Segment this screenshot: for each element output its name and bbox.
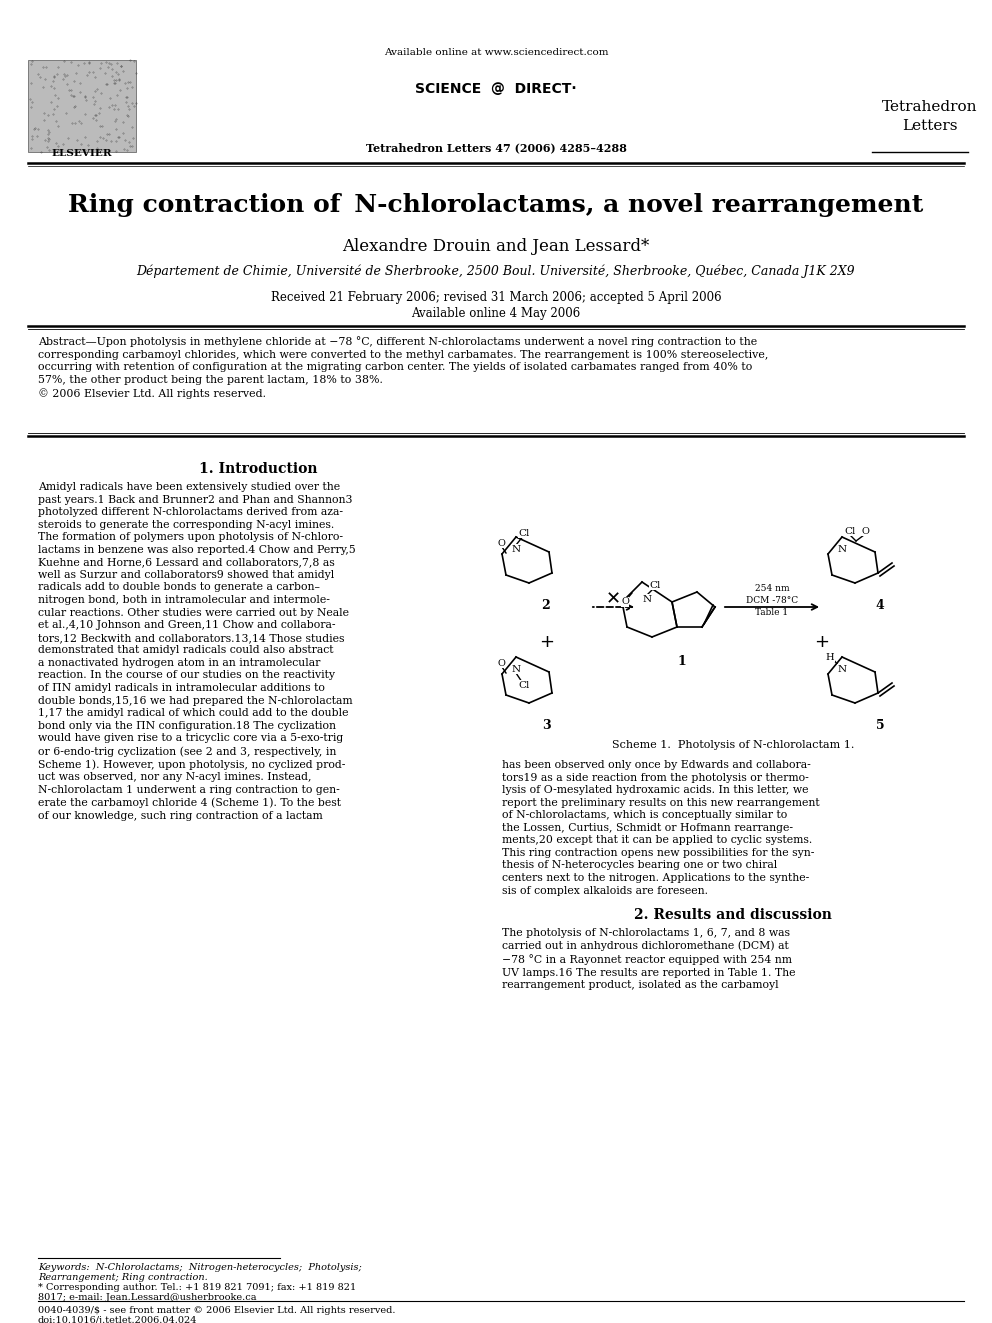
Text: N: N: [512, 664, 521, 673]
Text: DCM -78°C: DCM -78°C: [746, 595, 798, 605]
Text: +: +: [814, 632, 829, 651]
Text: 4: 4: [876, 599, 885, 613]
Text: Available online 4 May 2006: Available online 4 May 2006: [412, 307, 580, 320]
Text: H: H: [825, 652, 834, 662]
Text: Keywords:  N-Chlorolactams;  Nitrogen-heterocycles;  Photolysis;
Rearrangement; : Keywords: N-Chlorolactams; Nitrogen-hete…: [38, 1263, 362, 1282]
Text: Received 21 February 2006; revised 31 March 2006; accepted 5 April 2006: Received 21 February 2006; revised 31 Ma…: [271, 291, 721, 304]
Text: Cl: Cl: [650, 581, 661, 590]
Text: Alexandre Drouin and Jean Lessard*: Alexandre Drouin and Jean Lessard*: [342, 238, 650, 255]
Text: Table 1: Table 1: [756, 609, 789, 617]
Text: * Corresponding author. Tel.: +1 819 821 7091; fax: +1 819 821
8017; e-mail: Jea: * Corresponding author. Tel.: +1 819 821…: [38, 1283, 356, 1302]
Text: N: N: [512, 545, 521, 553]
Text: 3: 3: [542, 718, 551, 732]
Text: O: O: [861, 527, 869, 536]
Text: 2: 2: [542, 599, 551, 613]
Text: +: +: [540, 632, 555, 651]
Text: doi:10.1016/j.tetlet.2006.04.024: doi:10.1016/j.tetlet.2006.04.024: [38, 1316, 197, 1323]
Text: 5: 5: [876, 718, 884, 732]
Text: O: O: [621, 598, 629, 606]
Text: Scheme 1.  Photolysis of N-chlorolactam 1.: Scheme 1. Photolysis of N-chlorolactam 1…: [612, 740, 854, 750]
Text: ELSEVIER: ELSEVIER: [52, 149, 112, 157]
Text: Abstract—Upon photolysis in methylene chloride at −78 °C, different N-chlorolact: Abstract—Upon photolysis in methylene ch…: [38, 336, 769, 400]
Text: 2. Results and discussion: 2. Results and discussion: [634, 908, 832, 922]
Text: Tetrahedron
Letters: Tetrahedron Letters: [882, 101, 978, 134]
Text: N: N: [837, 545, 846, 553]
Text: The photolysis of N-chlorolactams 1, 6, 7, and 8 was
carried out in anhydrous di: The photolysis of N-chlorolactams 1, 6, …: [502, 927, 796, 990]
Bar: [28, 60, 136, 152]
Text: ✕: ✕: [606, 590, 621, 609]
Text: Available online at www.sciencedirect.com: Available online at www.sciencedirect.co…: [384, 48, 608, 57]
Text: 1: 1: [678, 655, 686, 668]
Text: Cl: Cl: [518, 680, 530, 689]
Text: SCIENCE  @  DIRECT·: SCIENCE @ DIRECT·: [416, 82, 576, 97]
Text: Amidyl radicals have been extensively studied over the
past years.1 Back and Bru: Amidyl radicals have been extensively st…: [38, 482, 356, 820]
Text: 1. Introduction: 1. Introduction: [198, 462, 317, 476]
Text: Ring contraction of  N-chlorolactams, a novel rearrangement: Ring contraction of N-chlorolactams, a n…: [68, 193, 924, 217]
Text: O: O: [497, 659, 505, 668]
Bar: [502, 462, 964, 732]
Text: has been observed only once by Edwards and collabora-
tors19 as a side reaction : has been observed only once by Edwards a…: [502, 759, 819, 896]
Text: N: N: [643, 594, 652, 603]
Text: 0040-4039/$ - see front matter © 2006 Elsevier Ltd. All rights reserved.: 0040-4039/$ - see front matter © 2006 El…: [38, 1306, 396, 1315]
Text: Département de Chimie, Université de Sherbrooke, 2500 Boul. Université, Sherbroo: Département de Chimie, Université de She…: [137, 265, 855, 279]
Text: N: N: [837, 664, 846, 673]
Text: Tetrahedron Letters 47 (2006) 4285–4288: Tetrahedron Letters 47 (2006) 4285–4288: [366, 142, 626, 153]
Text: O: O: [497, 538, 505, 548]
Text: Cl: Cl: [518, 528, 530, 537]
Text: Cl: Cl: [844, 527, 856, 536]
Text: 254 nm: 254 nm: [755, 583, 790, 593]
